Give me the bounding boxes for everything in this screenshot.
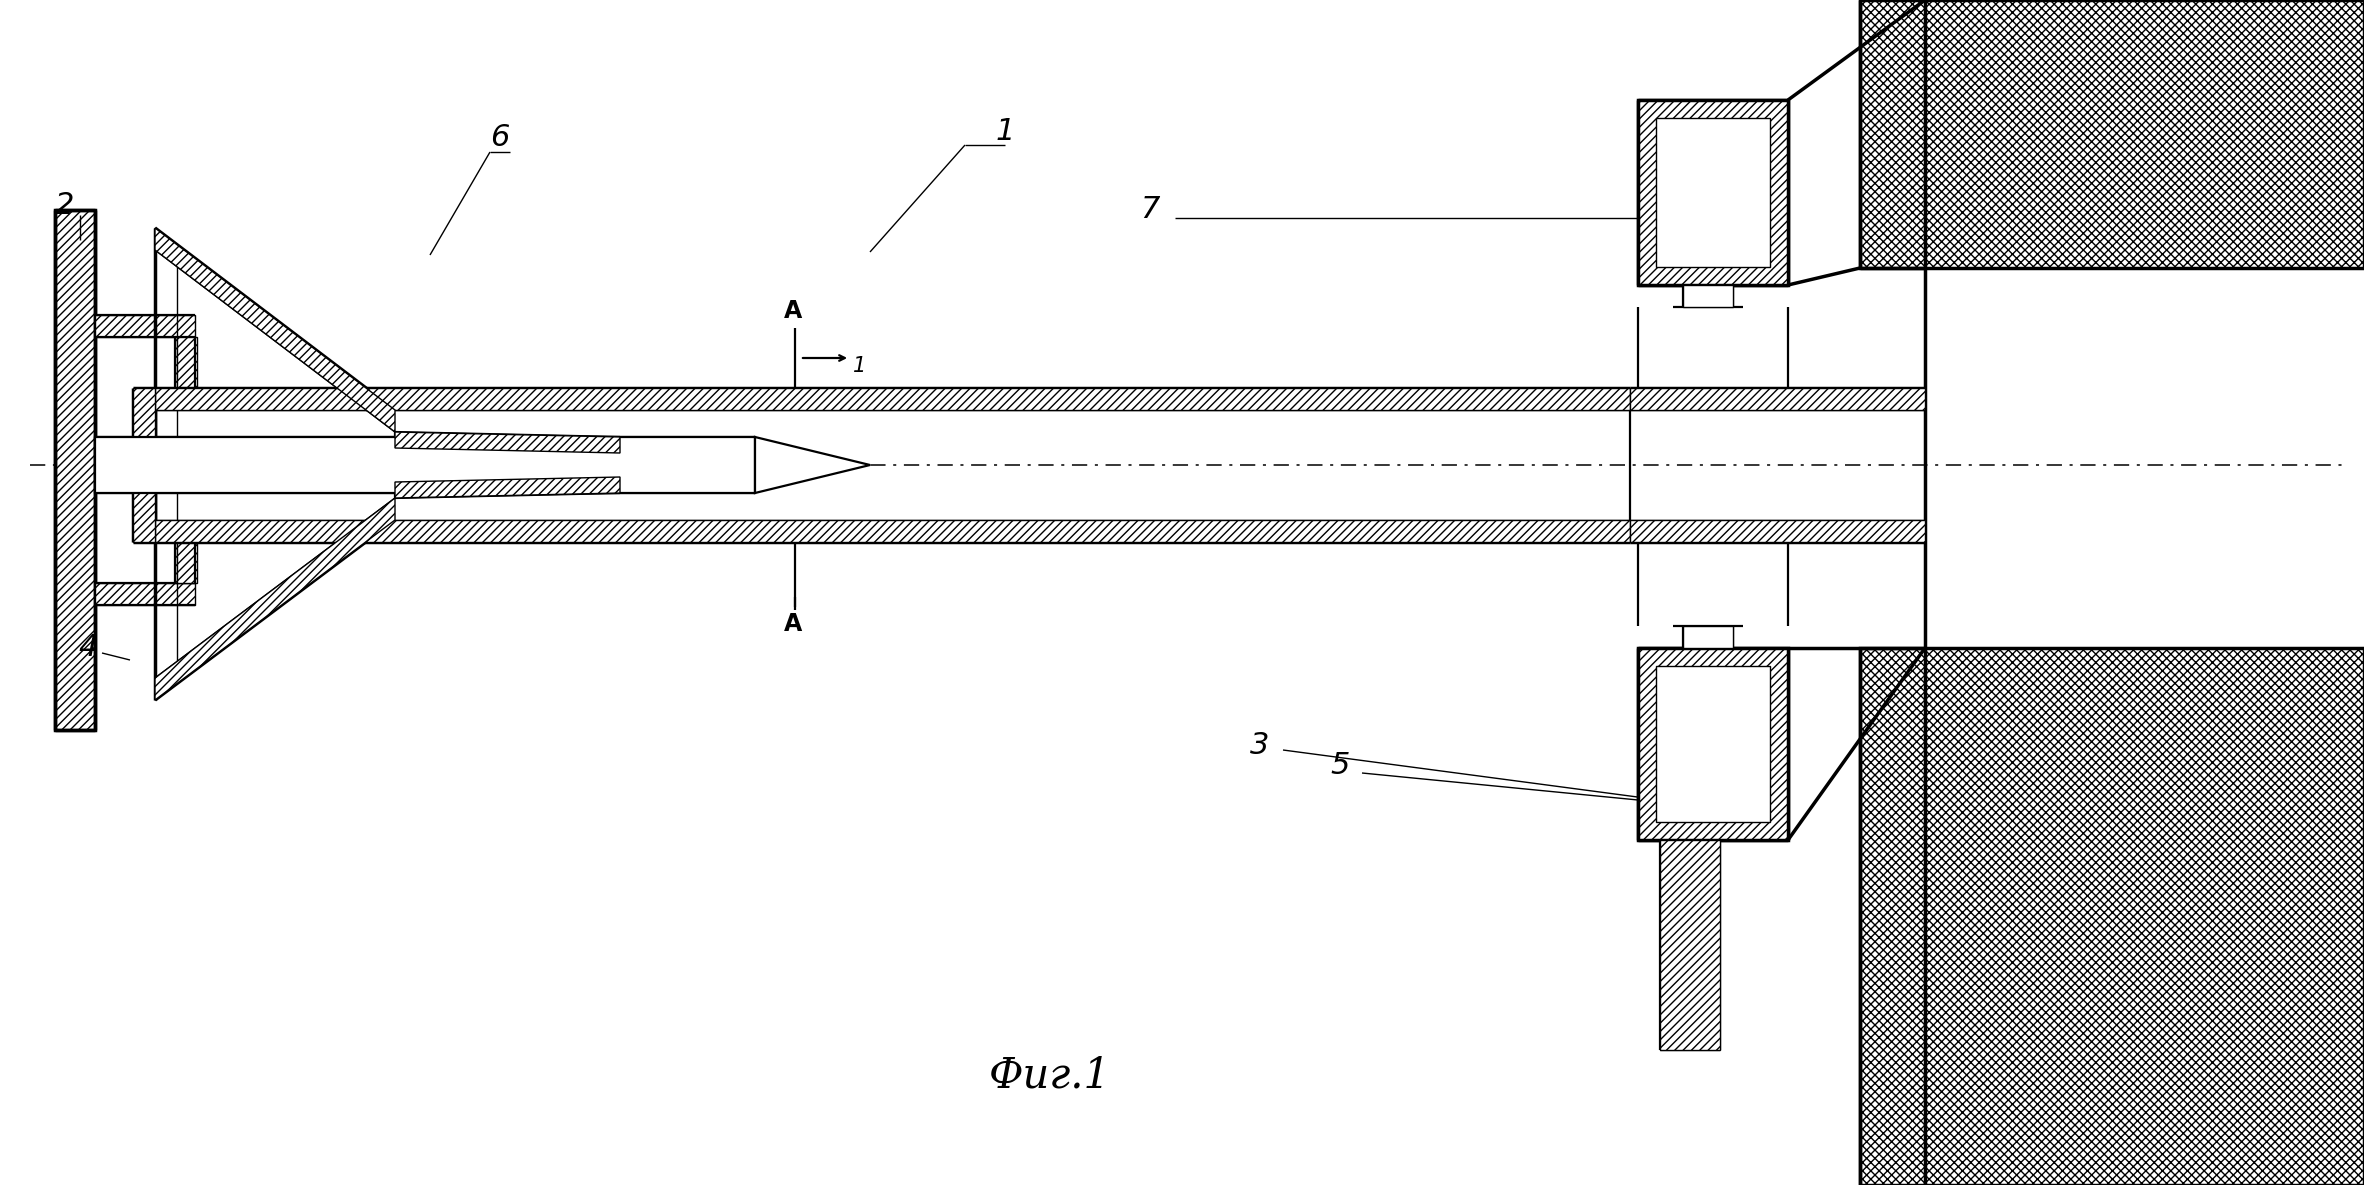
Bar xyxy=(175,337,196,387)
Bar xyxy=(1860,0,2364,268)
Text: 6: 6 xyxy=(489,123,511,153)
Bar xyxy=(1860,648,2364,1185)
Bar xyxy=(156,387,1631,410)
Polygon shape xyxy=(395,433,619,453)
Text: 4: 4 xyxy=(78,634,97,662)
Bar xyxy=(175,542,196,583)
Polygon shape xyxy=(156,498,395,700)
Text: Фиг.1: Фиг.1 xyxy=(988,1053,1111,1096)
Bar xyxy=(54,210,95,730)
Text: 1: 1 xyxy=(995,117,1014,147)
Bar xyxy=(95,437,754,493)
Polygon shape xyxy=(156,228,395,433)
Text: A: A xyxy=(785,299,801,324)
Bar xyxy=(1638,100,1787,286)
Bar xyxy=(1660,840,1721,1050)
Polygon shape xyxy=(395,478,619,498)
Bar xyxy=(1657,118,1771,267)
Bar xyxy=(1683,286,1733,307)
Bar xyxy=(95,315,194,337)
Bar xyxy=(1657,666,1771,822)
Text: 3: 3 xyxy=(1251,730,1269,760)
Text: 7: 7 xyxy=(1139,196,1161,224)
Bar xyxy=(1631,387,1924,410)
Bar xyxy=(132,387,156,542)
Text: 5: 5 xyxy=(1331,750,1350,780)
Text: 2: 2 xyxy=(54,191,76,219)
Bar xyxy=(95,583,194,606)
Bar xyxy=(156,520,1631,542)
Text: 1: 1 xyxy=(853,356,865,376)
Polygon shape xyxy=(754,437,870,493)
Bar xyxy=(1638,648,1787,840)
Text: A: A xyxy=(785,611,801,636)
Bar xyxy=(1683,626,1733,648)
Bar xyxy=(1631,520,1924,542)
